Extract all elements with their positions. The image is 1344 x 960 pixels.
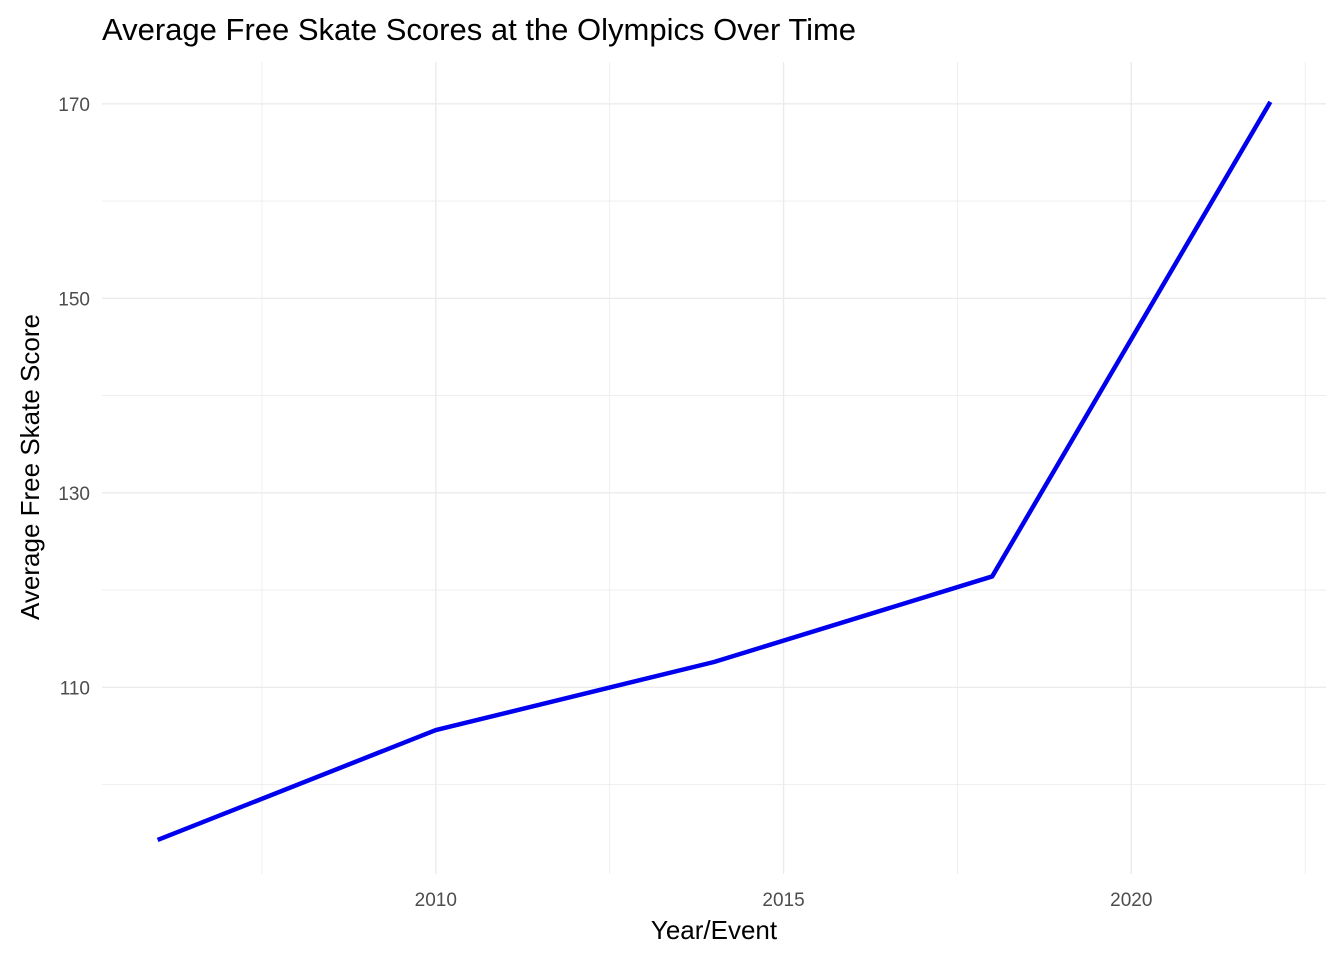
- x-axis-title: Year/Event: [651, 915, 778, 945]
- x-tick-label: 2015: [762, 890, 804, 911]
- y-tick-label: 110: [60, 678, 90, 699]
- y-tick-label: 130: [58, 484, 90, 505]
- y-axis-title: Average Free Skate Score: [15, 314, 45, 620]
- grid: [102, 62, 1326, 874]
- y-tick-label: 150: [58, 289, 90, 310]
- x-tick-label: 2020: [1110, 890, 1152, 911]
- series-line: [156, 100, 1273, 843]
- chart-title: Average Free Skate Scores at the Olympic…: [102, 12, 856, 47]
- plot-series: [156, 100, 1273, 843]
- x-tick-label: 2010: [415, 890, 457, 911]
- x-axis-tick-labels: 2010 2015 2020: [415, 890, 1153, 911]
- y-axis-tick-labels: 110 130 150 170: [58, 95, 90, 699]
- y-tick-label: 170: [58, 95, 90, 116]
